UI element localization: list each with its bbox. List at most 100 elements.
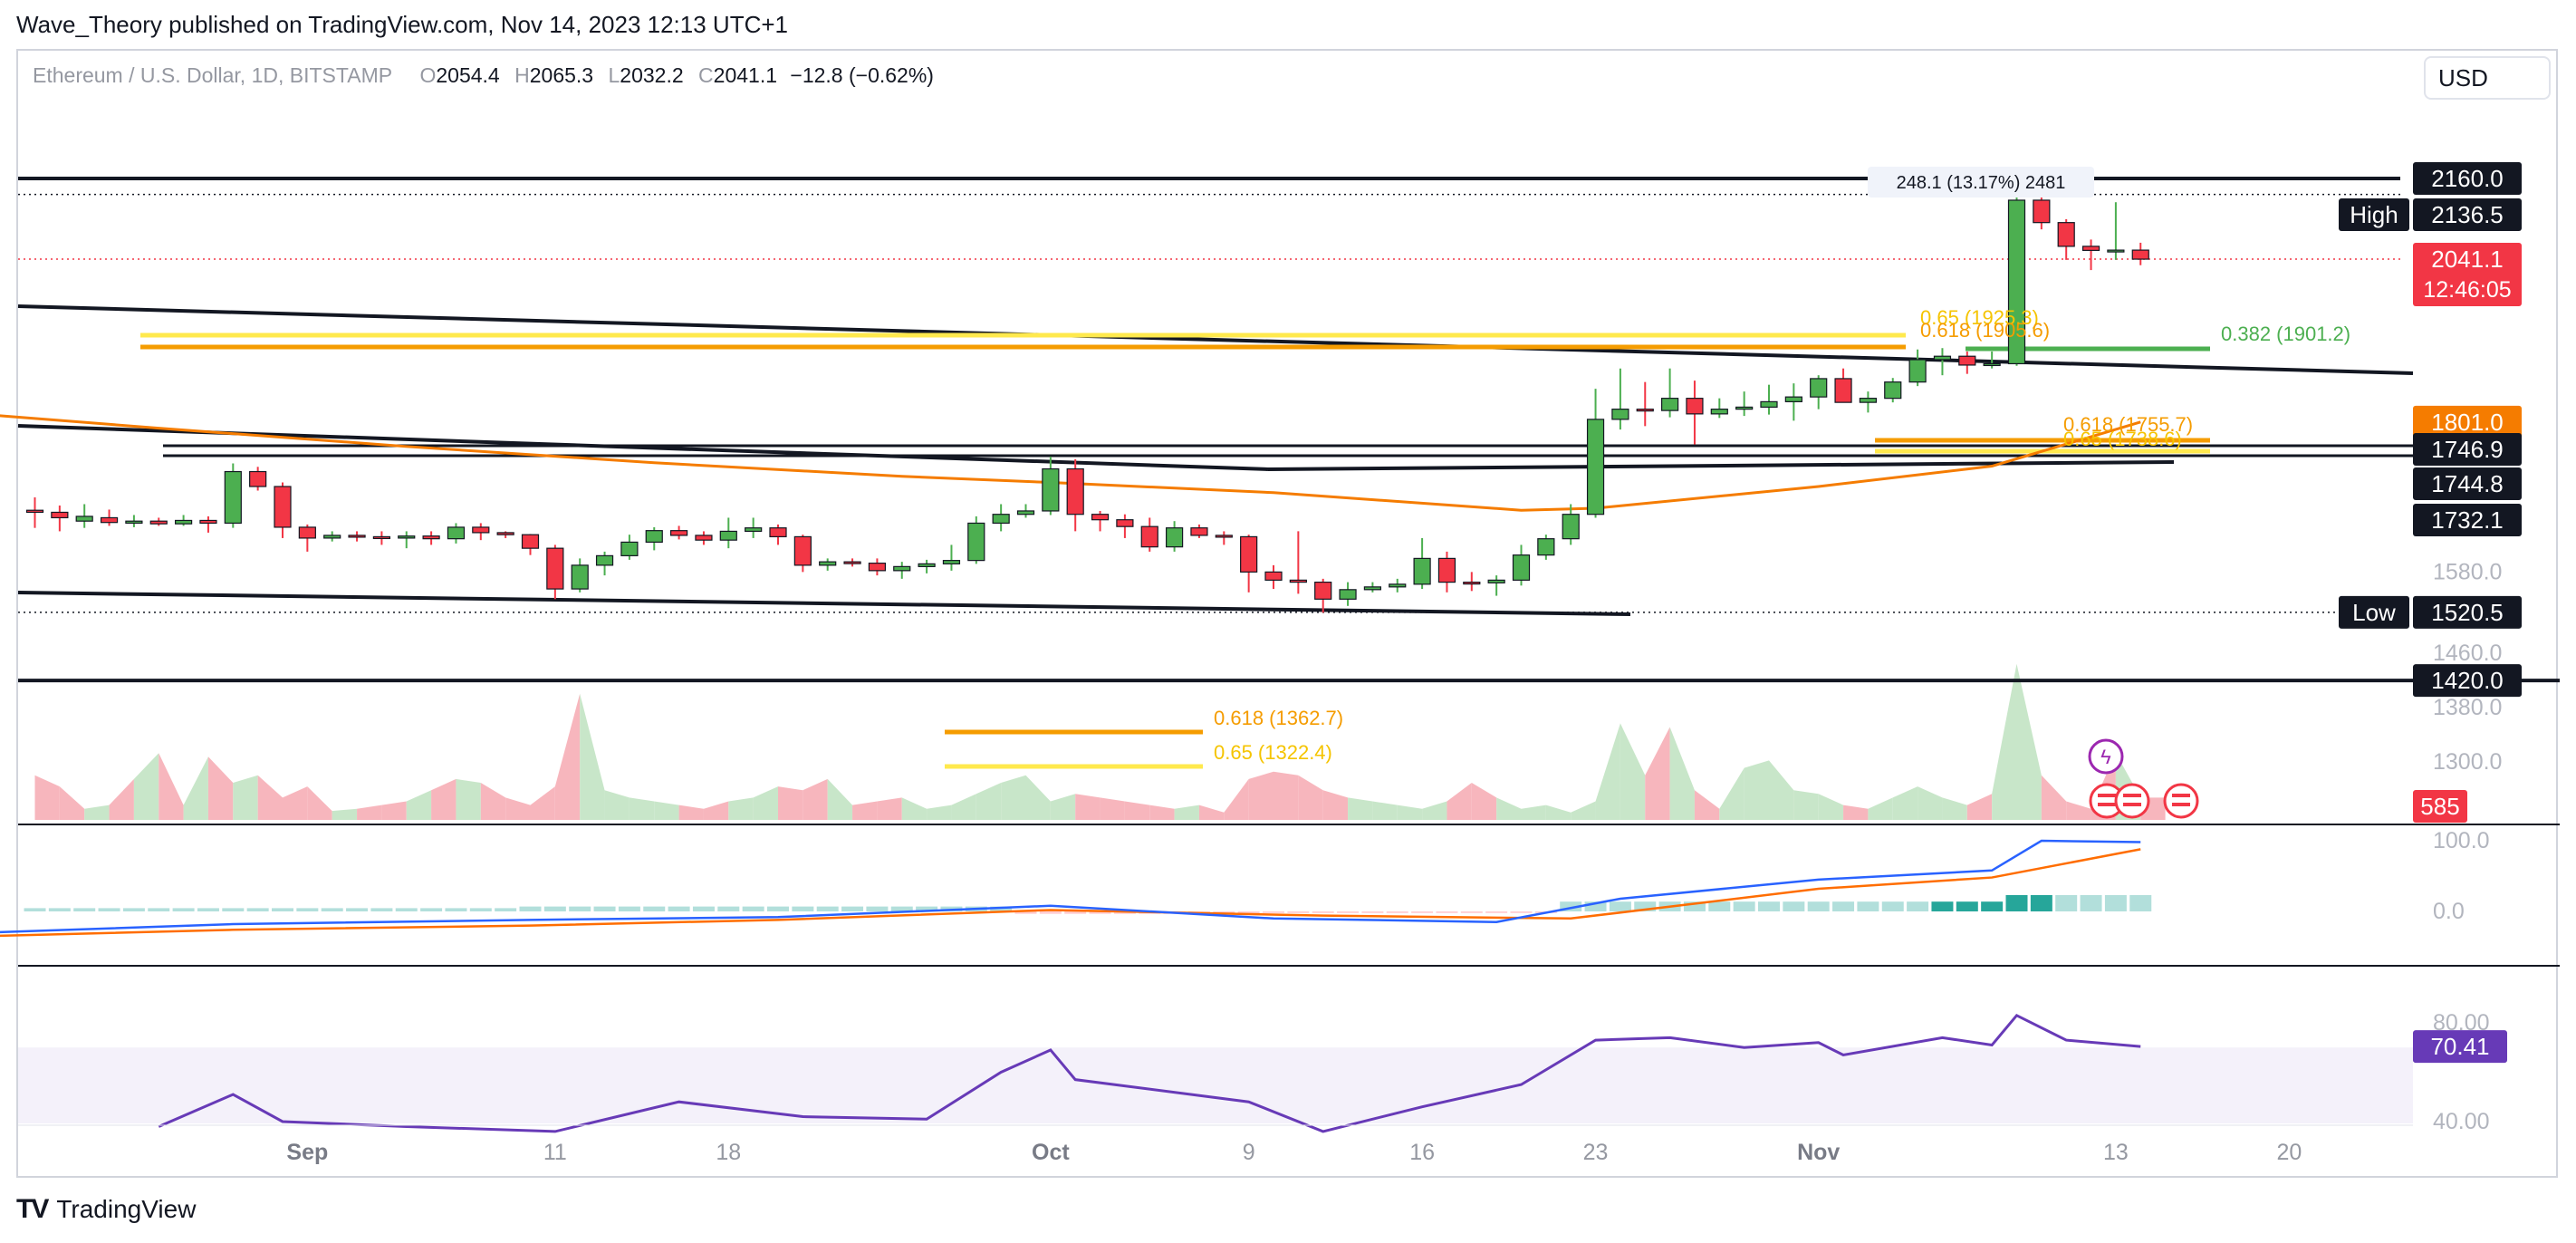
volume-segment: [1719, 767, 1745, 820]
candle: [1884, 381, 1902, 400]
candle: [645, 530, 663, 544]
candle: [2081, 246, 2100, 251]
candle: [843, 561, 861, 564]
volume-segment: [976, 783, 1002, 820]
macd-histogram-bar: [866, 906, 889, 911]
macd-histogram-bar: [1683, 901, 1706, 911]
candle: [1760, 400, 1778, 408]
candle: [893, 565, 911, 572]
price-label-box: [2413, 198, 2522, 231]
macd-histogram-bar: [1064, 911, 1087, 914]
rsi-band: [18, 1047, 2413, 1123]
candle: [1091, 514, 1110, 521]
fib-label: 0.65 (1925.3): [1920, 306, 2039, 329]
volume-segment: [1050, 794, 1076, 820]
macd-histogram-bar: [370, 908, 393, 911]
macd-histogram-bar: [1981, 901, 2004, 911]
volume-segment: [505, 797, 531, 820]
tradingview-logo-icon[interactable]: TV: [16, 1194, 49, 1224]
macd-histogram-bar: [1361, 911, 1384, 913]
rsi-value-label: 70.41: [2430, 1033, 2489, 1060]
volume-segment: [1422, 801, 1447, 820]
us-flag-icon: [2114, 783, 2150, 819]
volume-segment: [1397, 805, 1423, 820]
macd-histogram-bar: [1089, 911, 1111, 914]
candle: [125, 520, 143, 525]
candle: [793, 535, 812, 566]
candle: [1463, 581, 1481, 585]
rsi-value-box: [2413, 1030, 2507, 1064]
low-label: L: [608, 63, 620, 87]
time-axis-tick: 20: [2276, 1140, 2302, 1165]
currency-button[interactable]: USD: [2424, 56, 2551, 100]
rsi-line: [158, 1013, 2141, 1133]
volume-segment: [1100, 797, 1125, 820]
price-label: 2041.1: [2431, 246, 2504, 273]
macd-histogram-bar: [1733, 901, 1755, 911]
macd-histogram-bar: [1287, 911, 1310, 913]
volume-segment: [728, 797, 754, 820]
volume-segment: [927, 805, 952, 820]
candle: [992, 514, 1010, 525]
price-axis-tick: 1300.0: [2433, 749, 2502, 775]
price-tag-box: [2339, 595, 2409, 629]
time-axis-tick: Nov: [1797, 1140, 1840, 1165]
candle: [1958, 355, 1976, 366]
macd-histogram-bar: [890, 906, 913, 911]
close-value: 2041.1: [713, 63, 778, 87]
price-label-box: [2413, 664, 2522, 698]
time-axis-tick: Oct: [1032, 1140, 1070, 1165]
macd-histogram-bar: [1584, 901, 1607, 911]
macd-histogram-bar: [1931, 901, 1954, 911]
volume-segment: [803, 778, 828, 820]
price-label: 1520.5: [2431, 599, 2504, 626]
tradingview-brand[interactable]: TradingView: [56, 1195, 197, 1223]
volume-segment: [1471, 783, 1497, 820]
candle: [1389, 583, 1407, 588]
candle: [546, 547, 564, 590]
candle: [1710, 409, 1728, 415]
volume-segment: [1248, 771, 1274, 820]
time-axis-tick: 18: [716, 1140, 741, 1165]
volume-segment: [1645, 727, 1670, 820]
macd-histogram-bar: [2129, 895, 2152, 911]
us-flag-icon: [2163, 783, 2199, 819]
candle: [447, 526, 466, 540]
candle: [1512, 554, 1531, 581]
candle: [274, 486, 292, 528]
macd-histogram-bar: [1263, 911, 1284, 913]
volume-segment: [1843, 805, 1869, 820]
candle: [942, 560, 961, 564]
volume-segment: [1942, 797, 1967, 820]
candle: [1363, 586, 1382, 591]
macd-histogram-bar: [717, 906, 740, 911]
candle: [175, 519, 193, 525]
volume-segment: [257, 775, 283, 820]
volume-segment: [580, 693, 605, 820]
candle: [1289, 579, 1307, 583]
macd-histogram-bar: [197, 908, 219, 911]
candle: [918, 563, 936, 567]
time-axis-tick: 13: [2103, 1140, 2129, 1165]
macd-histogram-bar: [1807, 901, 1830, 911]
macd-histogram-bar: [2080, 895, 2102, 911]
volume-segment: [1744, 760, 1769, 820]
volume-segment: [59, 786, 85, 820]
lightning-glyph: ϟ: [2100, 746, 2111, 768]
symbol-title[interactable]: Ethereum / U.S. Dollar, 1D, BITSTAMP: [33, 63, 393, 87]
volume-segment: [629, 797, 655, 820]
volume-segment: [480, 783, 506, 820]
candle: [1215, 535, 1233, 538]
candle: [1611, 409, 1629, 420]
candle: [719, 530, 737, 541]
macd-histogram-bar: [1312, 911, 1334, 913]
macd-histogram-bar: [1758, 901, 1780, 911]
candle: [249, 470, 267, 487]
volume-segment: [109, 778, 134, 820]
candle: [1983, 362, 2001, 367]
volume-segment: [2041, 775, 2067, 820]
candle: [323, 535, 341, 539]
measure-label: 248.1 (13.17%) 2481: [1897, 173, 2066, 193]
us-flag-stripe: [2172, 803, 2190, 806]
